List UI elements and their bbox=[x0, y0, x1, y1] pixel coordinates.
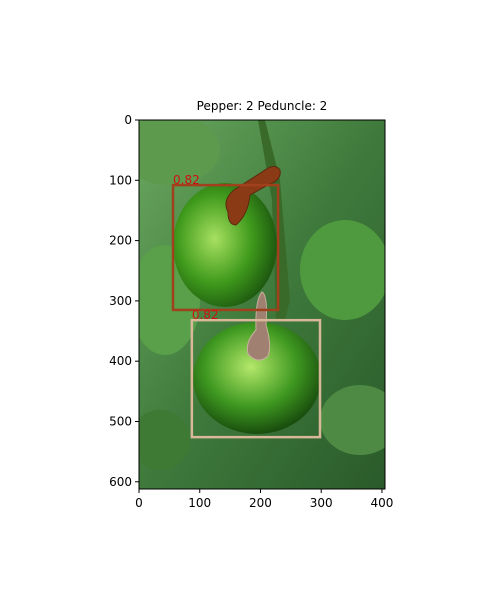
y-tick-label: 400 bbox=[109, 354, 132, 368]
y-tick-label: 300 bbox=[109, 294, 132, 308]
detection-box bbox=[190, 318, 322, 439]
x-tick-label: 400 bbox=[371, 496, 394, 510]
x-tick-label: 200 bbox=[249, 496, 272, 510]
y-tick-label: 100 bbox=[109, 173, 132, 187]
y-tick-label: 500 bbox=[109, 414, 132, 428]
y-tick-label: 0 bbox=[124, 113, 132, 127]
x-tick-label: 0 bbox=[135, 496, 143, 510]
detection-box bbox=[171, 183, 280, 312]
peduncle-mask bbox=[225, 166, 281, 226]
score-label: 0.82 bbox=[192, 308, 219, 322]
x-tick-label: 300 bbox=[310, 496, 333, 510]
axes-frame bbox=[138, 119, 386, 490]
chart-title: Pepper: 2 Peduncle: 2 bbox=[197, 99, 328, 113]
score-label: 0.82 bbox=[173, 173, 200, 187]
x-tick-label: 100 bbox=[188, 496, 211, 510]
y-tick-label: 200 bbox=[109, 234, 132, 248]
y-tick-label: 600 bbox=[109, 475, 132, 489]
